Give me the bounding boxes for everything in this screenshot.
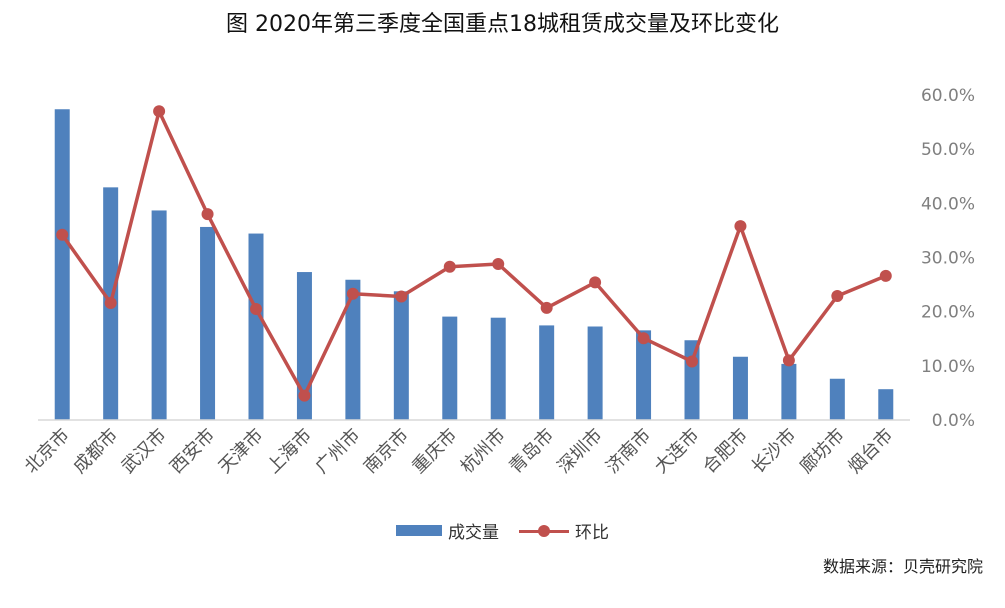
bar-11 <box>539 325 555 420</box>
ratio-point-15 <box>734 220 747 233</box>
bar-8 <box>393 291 409 420</box>
x-tick-label: 合肥市 <box>699 425 752 478</box>
x-tick-label: 重庆市 <box>408 425 461 478</box>
ratio-point-6 <box>298 389 311 402</box>
bar-5 <box>248 233 264 420</box>
x-tick-label: 上海市 <box>263 425 316 478</box>
ratio-point-10 <box>492 258 505 270</box>
ratio-point-12 <box>589 276 602 289</box>
bar-6 <box>296 272 312 420</box>
bar-7 <box>345 279 361 420</box>
x-tick-label: 广州市 <box>311 425 364 478</box>
bar-9 <box>442 316 458 420</box>
bar-16 <box>781 363 797 420</box>
bar-3 <box>151 210 167 420</box>
source-note: 数据来源：贝壳研究院 <box>822 557 983 576</box>
x-tick-label: 大连市 <box>651 425 704 478</box>
chart-title: 图 2020年第三季度全国重点18城租赁成交量及环比变化 <box>226 12 779 37</box>
right-tick-label: 40.0% <box>921 194 975 214</box>
line-layer <box>56 105 892 402</box>
right-tick-label: 50.0% <box>921 140 975 160</box>
x-tick-label: 深圳市 <box>554 425 607 478</box>
bar-4 <box>200 226 216 420</box>
bar-13 <box>636 330 652 420</box>
x-tick-label: 成都市 <box>69 425 122 478</box>
ratio-point-4 <box>201 208 214 221</box>
x-tick-label: 北京市 <box>21 425 74 478</box>
legend-line-swatch <box>519 524 569 538</box>
ratio-point-9 <box>443 260 456 273</box>
x-tick-label: 济南市 <box>602 425 655 478</box>
right-tick-label: 0.0% <box>932 411 975 431</box>
right-tick-label: 10.0% <box>921 357 975 377</box>
x-tick-label: 杭州市 <box>457 425 510 478</box>
x-tick-label: 青岛市 <box>505 425 558 478</box>
ratio-point-16 <box>782 354 795 367</box>
right-tick-label: 60.0% <box>921 86 975 106</box>
x-axis-labels: 北京市成都市武汉市西安市天津市上海市广州市南京市重庆市杭州市青岛市深圳市济南市大… <box>21 425 898 478</box>
ratio-point-11 <box>540 301 553 314</box>
bar-1 <box>54 109 70 420</box>
ratio-point-3 <box>153 105 166 118</box>
ratio-point-2 <box>104 297 117 309</box>
bar-10 <box>490 317 506 420</box>
ratio-point-14 <box>686 355 698 368</box>
bar-15 <box>732 356 748 420</box>
ratio-point-7 <box>346 287 359 300</box>
legend-item-volume: 成交量 <box>396 518 499 543</box>
x-tick-label: 廊坊市 <box>796 425 849 478</box>
ratio-point-17 <box>831 289 844 302</box>
x-tick-label: 武汉市 <box>118 425 171 478</box>
x-tick-label: 长沙市 <box>747 425 800 478</box>
legend: 成交量 环比 <box>0 518 1005 543</box>
bar-18 <box>878 389 894 420</box>
bars-layer <box>54 109 894 420</box>
ratio-point-8 <box>395 290 408 303</box>
x-tick-label: 天津市 <box>215 425 268 478</box>
bar-14 <box>684 340 700 420</box>
ratio-point-18 <box>879 269 892 282</box>
legend-item-ratio: 环比 <box>519 518 609 543</box>
ratio-point-5 <box>250 302 262 315</box>
right-axis-ticks: 0.0% 10.0% 20.0% 30.0% 40.0% 50.0% 60.0% <box>921 86 975 431</box>
bar-12 <box>587 326 603 420</box>
legend-bar-swatch <box>396 525 442 536</box>
x-tick-label: 南京市 <box>360 425 413 478</box>
x-tick-label: 烟台市 <box>844 425 897 478</box>
legend-label-ratio: 环比 <box>575 523 609 543</box>
ratio-line <box>60 109 887 398</box>
x-tick-label: 西安市 <box>166 425 219 478</box>
right-tick-label: 30.0% <box>921 249 975 269</box>
ratio-point-13 <box>637 332 650 345</box>
bar-17 <box>829 378 845 420</box>
legend-label-volume: 成交量 <box>448 523 499 543</box>
ratio-point-1 <box>56 228 69 241</box>
right-tick-label: 20.0% <box>921 303 975 323</box>
